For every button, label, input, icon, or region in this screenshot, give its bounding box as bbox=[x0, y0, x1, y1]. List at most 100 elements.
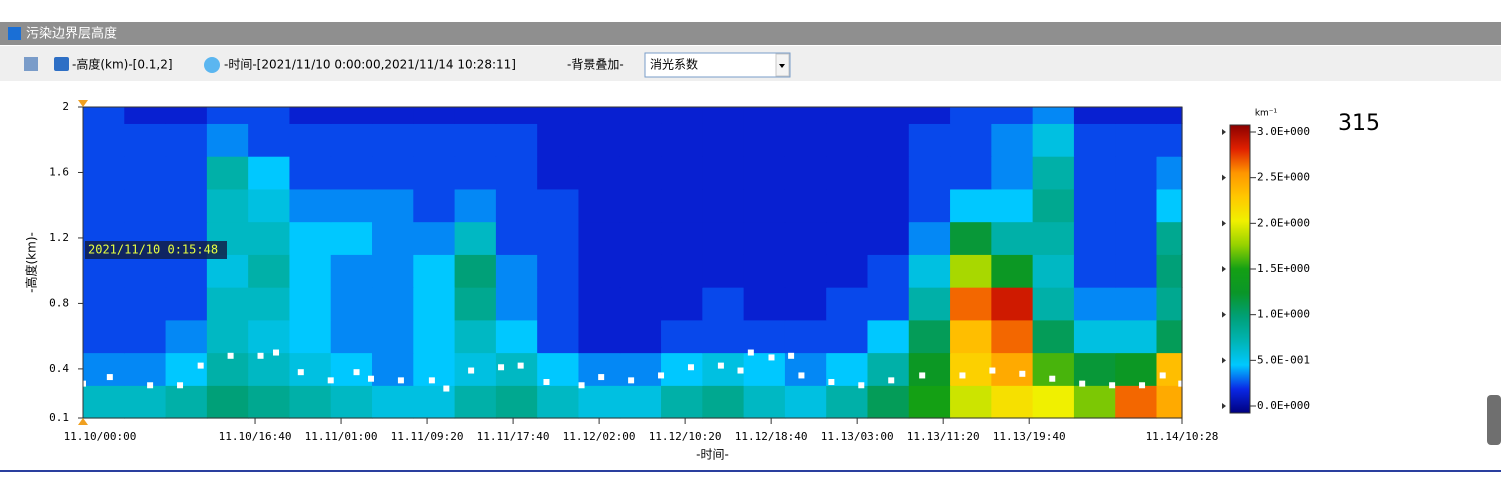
heatmap-cell bbox=[578, 221, 621, 255]
heatmap-cell bbox=[784, 287, 827, 321]
heatmap-cell bbox=[619, 221, 662, 255]
heatmap-cell bbox=[372, 123, 414, 157]
heatmap-cell bbox=[1073, 107, 1116, 124]
heatmap-cell bbox=[578, 385, 621, 419]
heatmap-cell bbox=[867, 123, 910, 157]
heatmap-cell bbox=[1115, 221, 1158, 255]
heatmap-cell bbox=[248, 287, 291, 321]
heatmap-cell bbox=[124, 123, 167, 157]
boundary-layer-point bbox=[468, 367, 475, 374]
overlay-label: -背景叠加- bbox=[567, 58, 624, 72]
heatmap-cell bbox=[661, 287, 703, 321]
heatmap-cell bbox=[743, 107, 786, 124]
x-tick-label: 11.13/19:40 bbox=[993, 430, 1066, 443]
heatmap-cell bbox=[495, 156, 538, 190]
heatmap-cell bbox=[619, 107, 662, 124]
heatmap-cell bbox=[330, 221, 373, 255]
heatmap-cell bbox=[495, 287, 538, 321]
time-icon[interactable] bbox=[204, 57, 220, 73]
heatmap-cell bbox=[372, 156, 414, 190]
heatmap-cell bbox=[908, 123, 951, 157]
boundary-layer-point bbox=[273, 349, 280, 356]
heatmap-cell bbox=[743, 254, 786, 288]
heatmap-cell bbox=[661, 385, 703, 419]
overlay-select[interactable] bbox=[644, 52, 791, 78]
heatmap-cell bbox=[165, 385, 208, 419]
heatmap-cell bbox=[372, 188, 414, 223]
heatmap-cell bbox=[83, 107, 125, 124]
heatmap-cell bbox=[124, 107, 167, 124]
heatmap-cell bbox=[165, 287, 208, 321]
heatmap-cell bbox=[537, 156, 580, 190]
heatmap-cell bbox=[826, 156, 869, 190]
heatmap-cell bbox=[867, 319, 910, 354]
annotation: 2021/11/10 0:15:48 bbox=[88, 243, 218, 257]
boundary-layer-point bbox=[106, 374, 113, 381]
y-tick-label: 0.4 bbox=[49, 362, 69, 375]
heatmap-cell bbox=[1032, 254, 1075, 288]
x-tick-label: 11.12/18:40 bbox=[735, 430, 808, 443]
boundary-layer-point bbox=[1159, 372, 1166, 379]
heatmap-cell bbox=[413, 287, 456, 321]
heatmap-cell bbox=[537, 385, 580, 419]
heatmap-cell bbox=[206, 107, 249, 124]
heatmap-cell bbox=[826, 221, 869, 255]
boundary-layer-point bbox=[959, 372, 966, 379]
heatmap-cell bbox=[991, 123, 1034, 157]
heatmap-cell bbox=[124, 385, 167, 419]
boundary-layer-point bbox=[517, 362, 524, 369]
heatmap-cell bbox=[1073, 352, 1116, 386]
x-axis-label: -时间- bbox=[696, 448, 729, 462]
heatmap-cell bbox=[495, 188, 538, 223]
heatmap-cell bbox=[619, 319, 662, 354]
heatmap-cell bbox=[784, 188, 827, 223]
heatmap-cell bbox=[619, 385, 662, 419]
y-tick-label: 0.8 bbox=[49, 296, 69, 309]
heatmap-cell bbox=[289, 319, 332, 354]
x-tick-label: 11.11/01:00 bbox=[305, 430, 378, 443]
heatmap-cell bbox=[908, 107, 951, 124]
heatmap-cell bbox=[743, 352, 786, 386]
heatmap-cell bbox=[330, 352, 373, 386]
heatmap-cell bbox=[950, 352, 992, 386]
heatmap-cell bbox=[454, 156, 497, 190]
range-icon[interactable] bbox=[54, 57, 69, 71]
heatmap-cell bbox=[495, 254, 538, 288]
export-button[interactable] bbox=[24, 57, 38, 71]
heatmap-cell bbox=[165, 319, 208, 354]
heatmap-cell bbox=[950, 254, 992, 288]
boundary-layer-point bbox=[919, 372, 926, 379]
boundary-layer-point bbox=[717, 362, 724, 369]
colorbar-pointer bbox=[1222, 174, 1226, 181]
boundary-layer-point bbox=[788, 352, 795, 359]
heatmap-cell bbox=[950, 319, 992, 354]
x-tick-label: 11.10/16:40 bbox=[219, 430, 292, 443]
heatmap-cell bbox=[413, 188, 456, 223]
heatmap-cell bbox=[330, 107, 373, 124]
heatmap-cell bbox=[330, 188, 373, 223]
heatmap-cell bbox=[248, 221, 291, 255]
heatmap-cell bbox=[1156, 123, 1183, 157]
heatmap-cell bbox=[289, 352, 332, 386]
heatmap-cell bbox=[826, 254, 869, 288]
heatmap-cell bbox=[372, 221, 414, 255]
heatmap-cell bbox=[537, 107, 580, 124]
heatmap-cell bbox=[165, 107, 208, 124]
heatmap-cell bbox=[661, 107, 703, 124]
heatmap-cell bbox=[743, 156, 786, 190]
heatmap-cell bbox=[537, 352, 580, 386]
heatmap-cell bbox=[1115, 107, 1158, 124]
colorbar-pointer bbox=[1222, 357, 1226, 364]
heatmap-cell bbox=[619, 287, 662, 321]
side-handle[interactable] bbox=[1487, 395, 1501, 445]
boundary-layer-point bbox=[747, 349, 754, 356]
boundary-layer-point bbox=[1139, 382, 1146, 389]
heatmap-cell bbox=[454, 254, 497, 288]
heatmap-cell bbox=[1073, 254, 1116, 288]
boundary-layer-point bbox=[598, 374, 605, 381]
heatmap-cell bbox=[661, 156, 703, 190]
heatmap-cell bbox=[206, 319, 249, 354]
heatmap-cell bbox=[1156, 254, 1183, 288]
heatmap-cell bbox=[330, 319, 373, 354]
x-tick-label: 11.13/11:20 bbox=[907, 430, 980, 443]
